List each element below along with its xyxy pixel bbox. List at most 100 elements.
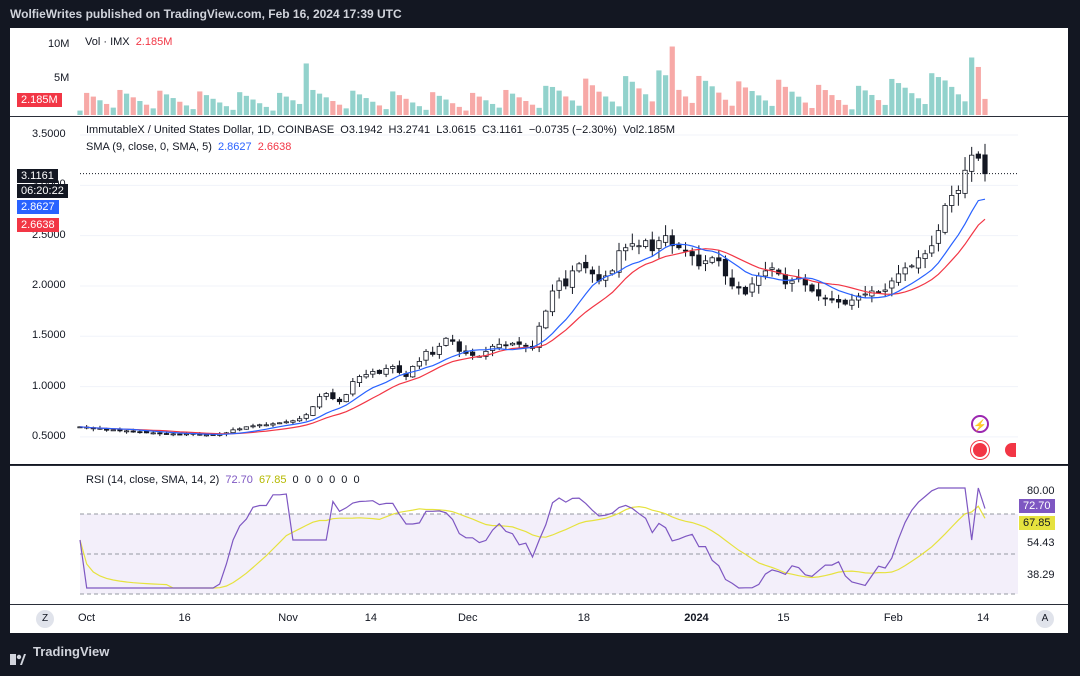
candle-body — [257, 424, 263, 427]
volume-bar — [396, 95, 403, 115]
candle — [143, 430, 150, 434]
time-axis-label: 16 — [178, 612, 191, 624]
rsi-extra-2: 0 — [316, 474, 324, 486]
auto-scale-button[interactable]: A — [1036, 610, 1054, 628]
volume-bar — [649, 101, 655, 115]
volume-bar — [503, 89, 509, 115]
volume-bar — [296, 103, 303, 115]
candle — [503, 341, 509, 351]
volume-bar — [290, 100, 296, 115]
rsi-extra-4: 0 — [341, 474, 348, 486]
volume-bar — [110, 107, 116, 115]
sma-fast-value: 2.8627 — [218, 141, 252, 153]
candle-body — [855, 295, 862, 301]
candle — [137, 430, 143, 434]
candle-body — [316, 396, 323, 408]
time-axis-label: Oct — [78, 612, 96, 624]
sma-slow-line — [79, 218, 986, 435]
volume-bar — [662, 75, 669, 115]
volume-bar — [496, 107, 502, 115]
volume-bar — [383, 109, 389, 115]
candle — [257, 423, 263, 428]
volume-bar — [935, 77, 942, 115]
candle — [563, 270, 569, 290]
candle-body — [336, 398, 343, 403]
volume-bar — [470, 92, 476, 115]
candle — [982, 143, 988, 182]
candle — [336, 397, 343, 405]
rsi-badge: 72.70 — [1019, 499, 1055, 513]
volume-bar — [656, 70, 662, 115]
candle — [263, 422, 269, 427]
candle-body — [875, 291, 882, 294]
volume-bar — [270, 110, 276, 115]
candle-body — [230, 429, 236, 434]
volume-bar — [363, 98, 369, 115]
rsi-sma-badge: 67.85 — [1019, 516, 1055, 530]
candle — [603, 270, 609, 288]
candle-body — [922, 253, 928, 259]
volume-axis-label-10m: 10M — [48, 38, 70, 50]
volume-bar — [157, 90, 163, 115]
rsi-extra-0: 0 — [292, 474, 299, 486]
time-axis-label: Nov — [278, 612, 298, 624]
volume-bar — [776, 79, 782, 115]
candle-body — [616, 250, 622, 273]
candle — [729, 269, 735, 290]
volume-bar — [902, 87, 908, 115]
volume-bar — [390, 91, 396, 115]
candle-body — [662, 235, 669, 243]
rsi-extra-1: 0 — [304, 474, 311, 486]
candle-body — [483, 350, 489, 357]
candle — [583, 254, 589, 274]
candle — [403, 370, 409, 381]
candle — [343, 393, 349, 403]
volume-pane[interactable]: Vol · IMX 2.185M 10M 5M — [10, 28, 1068, 117]
flag-icon-secondary[interactable] — [1003, 441, 1018, 459]
rsi-pane[interactable]: RSI (14, close, SMA, 14, 2) 72.70 67.85 … — [10, 465, 1068, 605]
zoom-button[interactable]: Z — [36, 610, 54, 628]
candle — [796, 269, 802, 283]
countdown-badge: 06:20:22 — [17, 184, 68, 198]
candle — [662, 225, 669, 247]
candle — [829, 290, 835, 304]
candle-body — [237, 428, 243, 431]
candle — [589, 266, 595, 283]
volume-bar — [789, 91, 795, 115]
candle-body — [836, 299, 842, 303]
volume-bar — [436, 95, 442, 115]
rsi-legend-label: RSI (14, close, SMA, 14, 2) — [86, 474, 220, 486]
candle-body — [649, 239, 655, 252]
candle-body — [629, 243, 635, 247]
volume-bar — [237, 92, 243, 115]
candle — [656, 236, 662, 259]
candle — [443, 337, 449, 347]
candle-body — [503, 344, 509, 347]
candle-body — [969, 154, 975, 172]
volume-bar — [197, 91, 203, 115]
volume-bar — [509, 93, 516, 115]
ohlc-low: L3.0615 — [436, 124, 476, 136]
volume-bar — [123, 93, 130, 115]
price-pane[interactable]: ImmutableX / United States Dollar, 1D, C… — [10, 117, 1068, 464]
sma-legend: SMA (9, close, 0, SMA, 5) 2.8627 2.6638 — [86, 141, 294, 153]
alert-icon[interactable]: ⚡ — [971, 415, 989, 433]
candle-body — [143, 430, 150, 434]
rsi-legend: RSI (14, close, SMA, 14, 2) 72.70 67.85 … — [86, 474, 363, 486]
candle-body — [895, 273, 902, 283]
publisher-line: WolfieWrites published on TradingView.co… — [10, 7, 402, 21]
volume-bar — [855, 85, 862, 115]
time-axis-label: 2024 — [684, 612, 709, 624]
candle — [949, 185, 955, 213]
flag-icon[interactable] — [971, 441, 989, 459]
candle — [855, 292, 862, 308]
candle — [243, 426, 249, 430]
time-axis[interactable]: Z A Oct 16 Nov 14 Dec 18 2024 15 Feb 14 — [10, 604, 1068, 633]
volume-bar — [709, 86, 715, 115]
volume-bar — [303, 63, 309, 115]
volume-bar — [476, 96, 482, 115]
candle — [330, 388, 336, 401]
volume-bar — [869, 94, 875, 115]
volume-bar — [529, 104, 536, 115]
volume-bar — [170, 98, 176, 115]
